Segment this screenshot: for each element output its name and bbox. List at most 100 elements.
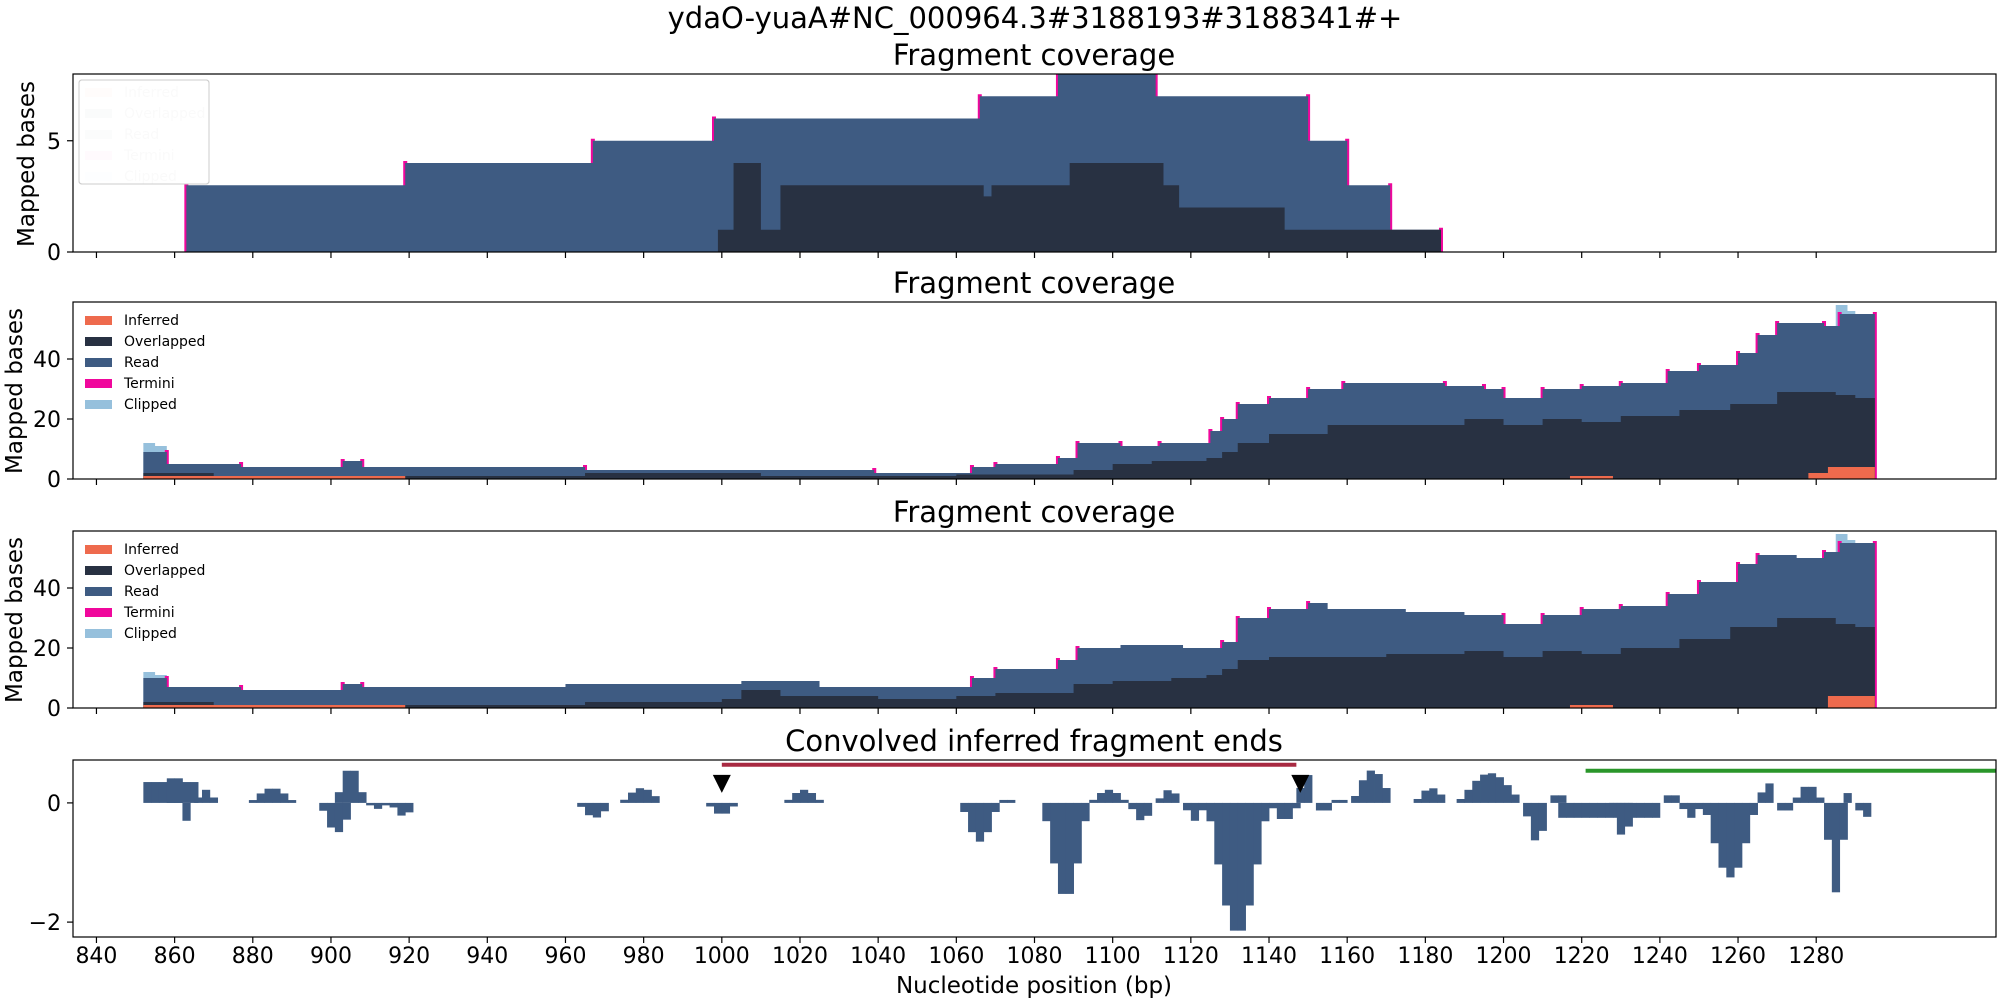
x-tick-label: 860: [154, 944, 196, 969]
conv-bar: [1245, 802, 1254, 906]
conv-bar: [1573, 802, 1583, 818]
conv-bar: [1734, 802, 1743, 868]
conv-bar: [1558, 795, 1567, 803]
series-inferred: [143, 467, 1875, 479]
conv-bar: [334, 792, 344, 803]
conv-bar: [1351, 795, 1360, 803]
conv-bar: [1523, 802, 1532, 817]
conv-bar: [1276, 802, 1286, 819]
conv-bar: [1777, 802, 1786, 811]
x-tick-label: 1120: [1163, 944, 1219, 969]
conv-bar: [1702, 802, 1712, 815]
conv-bar: [999, 799, 1008, 803]
series-overlapped: [717, 163, 1441, 252]
conv-bar: [1421, 790, 1430, 803]
conv-bar: [1855, 802, 1864, 811]
x-tick-label: 1140: [1241, 944, 1297, 969]
conv-bar: [1323, 802, 1332, 811]
legend-swatch: [85, 566, 112, 575]
conv-bar: [256, 793, 265, 803]
conv-bar: [815, 799, 824, 803]
conv-bar: [1863, 802, 1872, 817]
conv-bar: [1437, 794, 1446, 803]
conv-bar: [635, 788, 645, 803]
conv-bar: [1495, 777, 1504, 803]
conv-bar: [389, 802, 398, 808]
conv-bar: [1214, 802, 1223, 865]
y-tick-label: 40: [33, 348, 61, 373]
conv-bar: [1143, 802, 1153, 816]
conv-bar: [1284, 802, 1293, 819]
x-tick-label: 1180: [1397, 944, 1453, 969]
legend-label: Read: [124, 355, 159, 371]
conv-bar: [1464, 789, 1473, 803]
conv-bar: [1073, 802, 1082, 864]
series-inferred: [143, 696, 1875, 708]
conv-bar: [1261, 802, 1270, 822]
conv-bar: [342, 802, 351, 820]
x-tick-label: 1280: [1788, 944, 1844, 969]
y-tick-label: 20: [33, 408, 61, 433]
conv-bar: [792, 793, 801, 803]
conv-bar: [1171, 793, 1180, 803]
panel-2-title: Fragment coverage: [893, 266, 1175, 300]
conv-bar: [628, 792, 637, 803]
series-overlapped: [143, 392, 1875, 479]
y-tick-label: 0: [47, 468, 61, 493]
conv-bar: [1296, 787, 1305, 803]
x-tick-label: 980: [623, 944, 665, 969]
conv-bar: [1339, 799, 1348, 803]
conv-bar: [1636, 802, 1645, 818]
y-tick-label: 0: [47, 792, 61, 817]
conv-bar: [350, 770, 359, 803]
legend-label: Inferred: [124, 542, 179, 558]
conv-bar: [721, 802, 731, 814]
conv-bar: [1222, 802, 1231, 906]
series-overlapped: [143, 618, 1875, 708]
legend-swatch: [85, 587, 112, 596]
conv-bar: [1843, 793, 1852, 803]
panel-convolved-ends: Convolved inferred fragment ends 0 −2: [29, 724, 1997, 943]
conv-bar: [287, 800, 297, 803]
conv-bar: [1229, 802, 1239, 931]
conv-bar: [381, 802, 390, 806]
conv-bar: [1331, 799, 1340, 803]
panel-3-plot: [143, 534, 1877, 708]
conv-bar: [1597, 802, 1606, 818]
x-tick-label: 1160: [1319, 944, 1375, 969]
triangle-marker: [1291, 774, 1310, 793]
x-tick-label: 840: [75, 944, 117, 969]
conv-bar: [1581, 802, 1590, 818]
x-tick-label: 920: [388, 944, 430, 969]
conv-bar: [373, 802, 383, 809]
x-tick-label: 1220: [1554, 944, 1610, 969]
panel-2-plot: [143, 305, 1877, 479]
conv-bar: [1198, 802, 1207, 811]
conv-bar: [1057, 802, 1067, 894]
conv-bar: [975, 802, 985, 842]
conv-bar: [1480, 774, 1489, 803]
panel-4-plot: [143, 762, 1996, 931]
x-tick-label: 1020: [772, 944, 828, 969]
panel-3-title: Fragment coverage: [893, 495, 1175, 529]
conv-bar: [1050, 802, 1059, 864]
conv-bar: [1671, 795, 1680, 803]
conv-bar: [280, 793, 289, 803]
legend-swatch: [85, 358, 112, 367]
legend-label: Clipped: [124, 626, 177, 642]
conv-bar: [1831, 802, 1841, 893]
x-tick-label: 880: [232, 944, 274, 969]
conv-bar: [807, 793, 817, 803]
conv-bar: [1253, 802, 1262, 865]
conv-bar: [620, 799, 629, 803]
x-tick-label: 1040: [850, 944, 906, 969]
conv-bar: [1757, 792, 1766, 803]
conv-bar: [1206, 802, 1215, 822]
conv-bar: [1566, 802, 1575, 818]
conv-bar: [1183, 802, 1192, 811]
conv-bar: [1120, 799, 1129, 803]
conv-bar: [158, 782, 168, 803]
conv-bar: [1382, 788, 1391, 803]
legend-label: Inferred: [124, 313, 179, 329]
